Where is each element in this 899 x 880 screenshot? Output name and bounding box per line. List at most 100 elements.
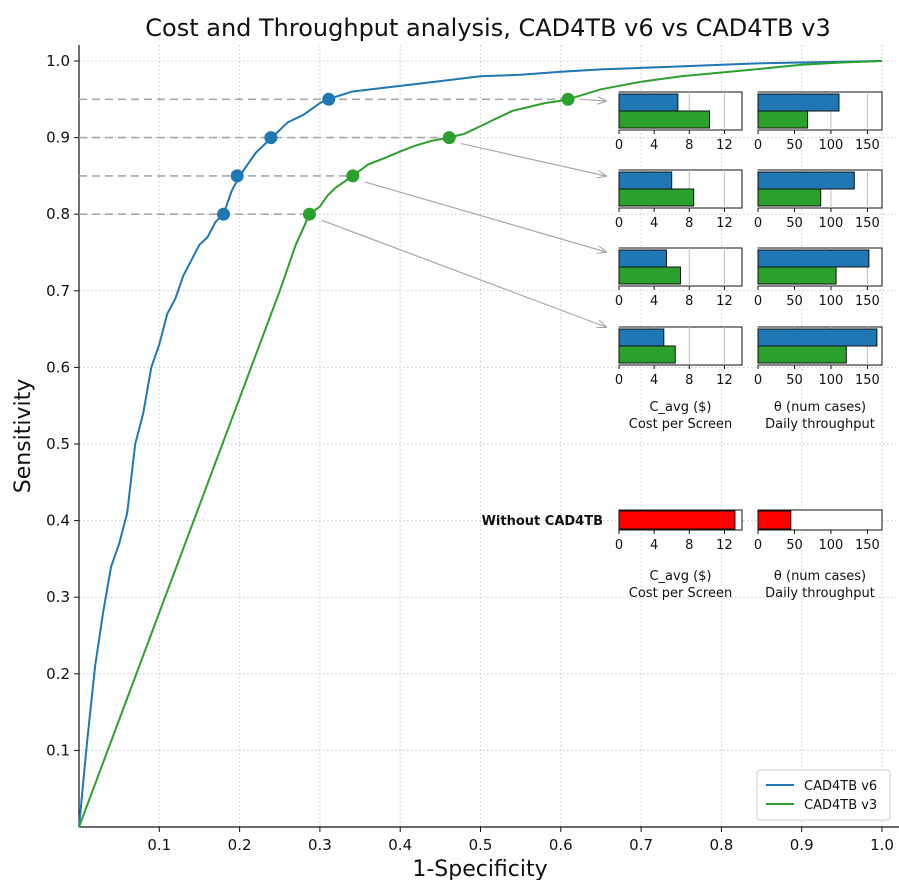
legend-box	[756, 769, 891, 821]
annotation-arrows	[321, 99, 606, 327]
axes: 0.1 0.2 0.3 0.4 0.5 0.6 0.7 0.8 0.9 1.0 0.1 0.2 0.3 0…	[46, 45, 899, 854]
operating-point	[322, 92, 336, 106]
operating-point	[230, 169, 244, 183]
cost-panel-0.85-tick-label: 4	[650, 294, 658, 309]
cost-panel-0.8-tick-label: 0	[615, 373, 623, 388]
y-tick-label: 1.0	[46, 52, 70, 70]
x-tick-label: 0.1	[147, 836, 171, 854]
throughput-panel-0.8-tick-label: 50	[786, 373, 803, 388]
throughput-panel-0.85-bar	[757, 266, 837, 285]
throughput-panel-0.9-tick-label: 50	[786, 216, 803, 231]
operating-point	[346, 169, 360, 183]
without-throughput-bar	[757, 510, 792, 530]
roc-curves	[78, 60, 883, 828]
inset-bar-charts: 0 4 8 12 0 50 100 150 0 4 8 12 0 50 100 150 0 4 8 12 0 50 100 1…	[482, 91, 883, 601]
without-throughput-tick-label: 100	[819, 538, 844, 553]
chart-title: Cost and Throughput analysis, CAD4TB v6 …	[145, 14, 831, 42]
without-cost-tick-label: 8	[685, 538, 693, 553]
cost-caption-line2: Cost per Screen	[629, 417, 732, 432]
cost-panel-0.95-bar	[618, 93, 679, 112]
without-throughput-caption-line1: θ (num cases)	[774, 569, 866, 584]
without-throughput-tick-label: 150	[855, 538, 880, 553]
throughput-panel-0.9-tick-label: 100	[819, 216, 844, 231]
throughput-panel-0.85-tick-label: 100	[819, 294, 844, 309]
throughput-panel-0.95-bar	[757, 110, 809, 129]
operating-point	[561, 92, 575, 106]
operating-point	[302, 207, 316, 221]
throughput-panel-0.85-tick-label: 0	[754, 294, 762, 309]
cost-caption-line1: C_avg ($)	[649, 400, 711, 415]
cost-panel-0.85-bar	[618, 266, 681, 285]
x-tick-label: 0.2	[228, 836, 252, 854]
legend-label-cad4tb-v3: CAD4TB v3	[804, 798, 877, 813]
cost-panel-0.9-tick-label: 4	[650, 216, 658, 231]
cost-panel-0.85-tick-label: 12	[716, 294, 733, 309]
throughput-panel-0.9-tick-label: 0	[754, 216, 762, 231]
x-tick-label: 0.3	[308, 836, 332, 854]
legend: CAD4TB v6 CAD4TB v3	[756, 769, 891, 821]
cost-panel-0.85-tick-label: 0	[615, 294, 623, 309]
cost-panel-0.8-tick-label: 12	[716, 373, 733, 388]
x-tick-label: 0.6	[549, 836, 573, 854]
without-throughput-tick-label: 50	[786, 538, 803, 553]
throughput-panel-0.95-bar	[757, 93, 840, 112]
x-tick-label: 0.7	[629, 836, 653, 854]
throughput-panel-0.95-tick-label: 100	[819, 138, 844, 153]
without-cost-caption-line1: C_avg ($)	[649, 569, 711, 584]
without-cost-tick-label: 0	[615, 538, 623, 553]
x-tick-label: 0.4	[388, 836, 412, 854]
without-cost-tick-label: 4	[650, 538, 658, 553]
y-tick-label: 0.6	[46, 358, 70, 376]
cost-panel-0.95-tick-label: 8	[685, 138, 693, 153]
operating-point	[442, 131, 456, 145]
cost-panel-0.8-tick-label: 8	[685, 373, 693, 388]
throughput-panel-0.9-tick-label: 150	[855, 216, 880, 231]
y-tick-label: 0.5	[46, 435, 70, 453]
cost-panel-0.8-bar	[618, 328, 665, 347]
throughput-panel-0.9-bar	[757, 188, 822, 207]
annotation-arrow	[461, 143, 606, 176]
y-axis-label: Sensitivity	[11, 379, 36, 494]
x-tick-label: 0.9	[790, 836, 814, 854]
y-tick-label: 0.1	[46, 741, 70, 759]
throughput-caption-line2: Daily throughput	[765, 417, 875, 432]
without-cost-caption-line2: Cost per Screen	[629, 586, 732, 601]
cost-panel-0.8-bar	[618, 345, 676, 364]
annotation-arrow	[321, 219, 606, 327]
without-cost-bar	[618, 510, 736, 530]
operating-point	[264, 131, 278, 145]
throughput-panel-0.8-tick-label: 150	[855, 373, 880, 388]
throughput-panel-0.85-tick-label: 50	[786, 294, 803, 309]
x-tick-label: 1.0	[870, 836, 894, 854]
y-tick-label: 0.9	[46, 129, 70, 147]
y-tick-label: 0.8	[46, 205, 70, 223]
cost-panel-0.9-tick-label: 12	[716, 216, 733, 231]
throughput-panel-0.95-tick-label: 150	[855, 138, 880, 153]
throughput-panel-0.85-tick-label: 150	[855, 294, 880, 309]
without-cost-tick-label: 12	[716, 538, 733, 553]
operating-points	[217, 92, 575, 221]
cost-panel-0.95-tick-label: 0	[615, 138, 623, 153]
throughput-caption-line1: θ (num cases)	[774, 400, 866, 415]
cost-panel-0.9-tick-label: 8	[685, 216, 693, 231]
cost-panel-0.95-tick-label: 12	[716, 138, 733, 153]
cost-panel-0.85-tick-label: 8	[685, 294, 693, 309]
throughput-panel-0.95-tick-label: 50	[786, 138, 803, 153]
cost-panel-0.9-bar	[618, 188, 695, 207]
cost-panel-0.95-tick-label: 4	[650, 138, 658, 153]
y-tick-label: 0.7	[46, 282, 70, 300]
without-throughput-caption-line2: Daily throughput	[765, 586, 875, 601]
annotation-arrow	[579, 99, 606, 101]
operating-point	[217, 207, 231, 221]
cost-panel-0.8-tick-label: 4	[650, 373, 658, 388]
throughput-panel-0.85-bar	[757, 249, 870, 268]
throughput-panel-0.9-bar	[757, 171, 855, 190]
x-tick-label: 0.5	[469, 836, 493, 854]
y-tick-label: 0.2	[46, 665, 70, 683]
curve-cad4tb-v6	[78, 60, 883, 828]
throughput-panel-0.8-tick-label: 100	[819, 373, 844, 388]
cost-panel-0.85-bar	[618, 249, 667, 268]
curve-cad4tb-v3	[78, 60, 883, 828]
